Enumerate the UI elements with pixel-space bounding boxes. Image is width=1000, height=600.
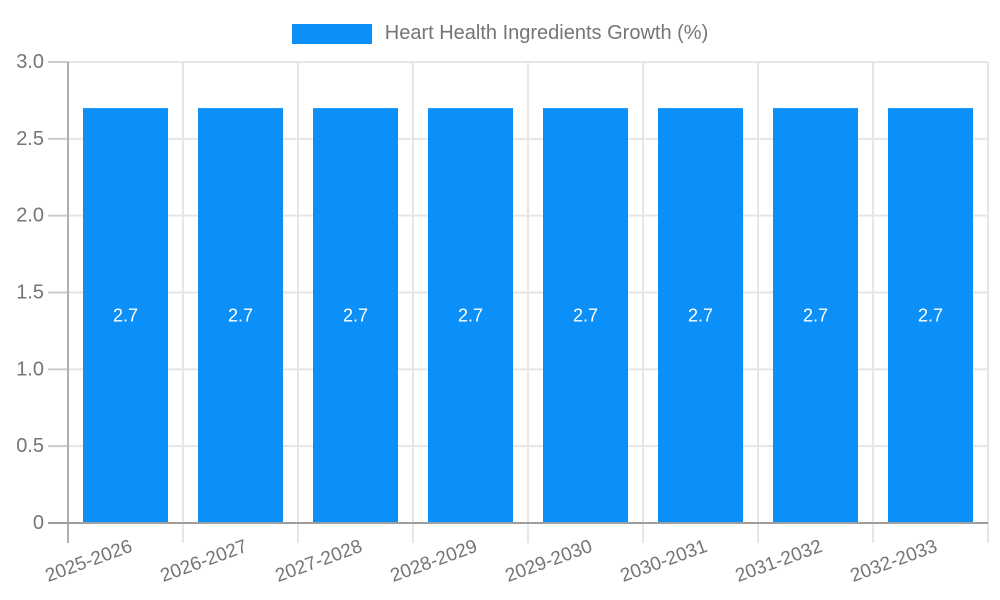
bar-value-label: 2.7 [803, 306, 828, 326]
bar[interactable] [658, 108, 743, 523]
bar[interactable] [428, 108, 513, 523]
bar[interactable] [83, 108, 168, 523]
bar-value-label: 2.7 [113, 306, 138, 326]
bar-value-label: 2.7 [228, 306, 253, 326]
y-tick-label: 1.5 [16, 282, 44, 304]
bar[interactable] [543, 108, 628, 523]
x-tick-label: 2027-2028 [273, 536, 366, 587]
bar[interactable] [773, 108, 858, 523]
bar[interactable] [313, 108, 398, 523]
bar-value-label: 2.7 [343, 306, 368, 326]
bar-value-label: 2.7 [688, 306, 713, 326]
x-tick-label: 2031-2032 [733, 536, 826, 587]
x-tick-label: 2032-2033 [848, 536, 941, 587]
bar[interactable] [888, 108, 973, 523]
x-tick-label: 2026-2027 [158, 536, 251, 587]
chart-title: Heart Health Ingredients Growth (%) [384, 22, 709, 44]
legend: Heart Health Ingredients Growth (%) [0, 22, 1000, 45]
x-tick-label: 2029-2030 [503, 536, 596, 587]
bar-value-label: 2.7 [458, 306, 483, 326]
x-tick-label: 2030-2031 [618, 536, 711, 587]
legend-swatch[interactable] [291, 23, 372, 44]
bar-value-label: 2.7 [918, 306, 943, 326]
x-tick-label: 2028-2029 [388, 536, 481, 587]
y-tick-label: 0 [33, 512, 44, 534]
y-tick-label: 0.5 [16, 435, 44, 457]
x-tick-label: 2025-2026 [43, 536, 136, 587]
y-tick-label: 2.5 [16, 128, 44, 150]
bar-value-label: 2.7 [573, 306, 598, 326]
bar[interactable] [198, 108, 283, 523]
y-tick-label: 2.0 [16, 205, 44, 227]
y-tick-label: 3.0 [16, 51, 44, 73]
y-tick-label: 1.0 [16, 358, 44, 380]
